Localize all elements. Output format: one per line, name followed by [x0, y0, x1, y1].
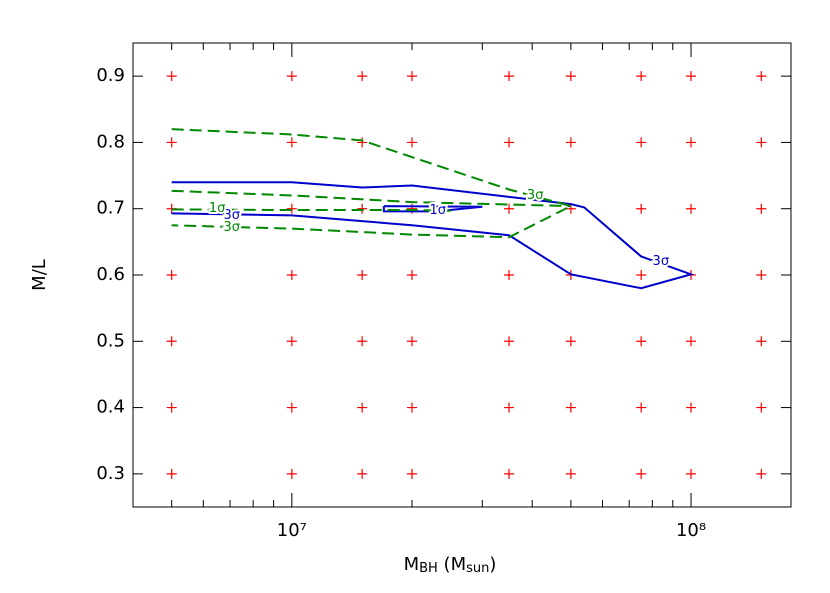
grid-point — [504, 336, 515, 347]
y-tick-label: 0.9 — [96, 65, 125, 86]
grid-point — [286, 71, 297, 82]
contour-label: 1σ — [429, 203, 446, 218]
y-tick-label: 0.3 — [96, 463, 125, 484]
x-axis-label: MBH (Msun) — [404, 554, 497, 576]
grid-point — [407, 137, 418, 148]
contour-line — [171, 181, 695, 290]
grid-point — [166, 137, 177, 148]
y-tick-label: 0.7 — [96, 198, 125, 219]
grid-point — [504, 203, 515, 214]
grid-point — [286, 137, 297, 148]
grid-point — [565, 402, 576, 413]
grid-point — [565, 71, 576, 82]
x-tick-label: 10⁸ — [676, 520, 706, 541]
grid-point — [357, 402, 368, 413]
grid-point — [166, 270, 177, 280]
y-tick-label: 0.6 — [96, 264, 125, 285]
grid-point — [756, 336, 767, 347]
y-tick-label: 0.5 — [96, 330, 125, 351]
contour-label: 1σ — [209, 201, 226, 216]
grid-point — [636, 203, 647, 214]
grid-point — [636, 336, 647, 347]
grid-point — [756, 137, 767, 148]
grid-point — [407, 71, 418, 82]
grid-point — [686, 402, 697, 413]
grid-point — [756, 402, 767, 413]
grid-point — [166, 468, 177, 479]
grid-point — [166, 71, 177, 82]
contour-line — [171, 128, 574, 239]
contour-label: 3σ — [223, 208, 240, 223]
contour-line — [171, 208, 451, 212]
grid-point — [636, 402, 647, 413]
x-axis-label-part: sun — [466, 561, 489, 576]
x-tick-label: 10⁷ — [277, 520, 307, 541]
grid-point — [504, 402, 515, 413]
grid-point — [286, 203, 297, 214]
grid-point — [636, 270, 647, 280]
grid-point — [357, 203, 368, 214]
y-tick-label: 0.8 — [96, 131, 125, 152]
grid-point — [286, 402, 297, 413]
grid-point — [504, 71, 515, 82]
grid-point — [357, 137, 368, 148]
contour-label: 3σ — [527, 188, 544, 203]
grid-point — [686, 203, 697, 214]
grid-point — [407, 270, 418, 280]
grid-point — [686, 468, 697, 479]
grid-point — [565, 137, 576, 148]
grid-point — [504, 270, 515, 280]
x-axis-label-part: M — [404, 554, 420, 575]
contour-line — [382, 205, 483, 213]
grid-point — [286, 336, 297, 347]
grid-point — [357, 336, 368, 347]
grid-point — [756, 270, 767, 280]
grid-point — [686, 137, 697, 148]
grid-point — [286, 270, 297, 280]
x-axis-label-part: ) — [489, 554, 496, 575]
grid-point — [636, 71, 647, 82]
grid-point — [357, 468, 368, 479]
grid-point — [756, 71, 767, 82]
grid-point — [565, 468, 576, 479]
contour-label: 3σ — [223, 220, 240, 235]
grid-point — [166, 402, 177, 413]
grid-point — [357, 71, 368, 82]
contour-label: 3σ — [653, 254, 670, 269]
x-axis-label-part: (M — [438, 554, 466, 575]
grid-point — [686, 71, 697, 82]
grid-point — [407, 468, 418, 479]
grid-point — [166, 336, 177, 347]
grid-point — [407, 336, 418, 347]
contour-line — [171, 189, 571, 208]
grid-point — [686, 336, 697, 347]
y-tick-label: 0.4 — [96, 397, 125, 418]
grid-point — [504, 137, 515, 148]
grid-point — [636, 137, 647, 148]
grid-point — [504, 468, 515, 479]
grid-point — [357, 270, 368, 280]
grid-point — [565, 336, 576, 347]
grid-point — [286, 468, 297, 479]
grid-point — [636, 468, 647, 479]
grid-point — [407, 402, 418, 413]
y-axis-label: M/L — [29, 259, 50, 291]
x-axis-label-part: BH — [419, 561, 438, 576]
grid-point — [756, 468, 767, 479]
grid-point — [756, 203, 767, 214]
